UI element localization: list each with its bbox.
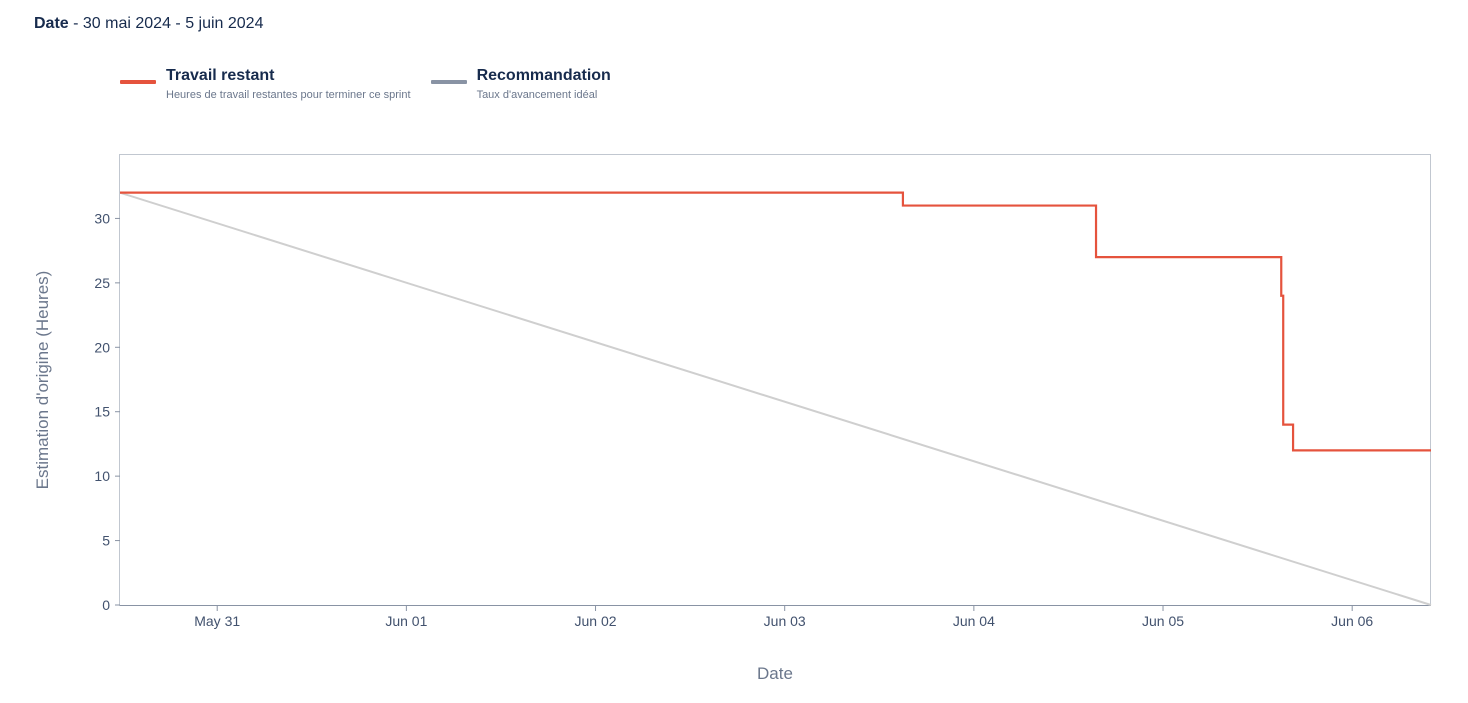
x-tick-label: Jun 04 <box>953 613 995 629</box>
y-axis-title: Estimation d'origine (Heures) <box>33 271 52 490</box>
x-axis-title: Date <box>757 664 793 683</box>
date-range-header: Date - 30 mai 2024 - 5 juin 2024 <box>34 15 263 33</box>
y-tick-label: 0 <box>102 597 110 613</box>
x-tick-label: Jun 03 <box>764 613 806 629</box>
legend-item-guideline[interactable]: Recommandation Taux d'avancement idéal <box>430 66 611 102</box>
legend-desc-remaining-work: Heures de travail restantes pour termine… <box>166 89 411 101</box>
legend-name-remaining-work: Travail restant <box>166 67 275 84</box>
y-tick-label: 20 <box>94 339 110 355</box>
x-tick-label: Jun 01 <box>385 613 427 629</box>
y-tick-label: 25 <box>94 275 110 291</box>
y-tick-label: 30 <box>94 210 110 226</box>
date-range-label: Date <box>34 15 69 32</box>
x-tick-label: May 31 <box>194 613 240 629</box>
chart-legend: Travail restant Heures de travail restan… <box>120 66 611 102</box>
legend-desc-guideline: Taux d'avancement idéal <box>476 89 598 101</box>
legend-swatch-guideline <box>430 80 467 84</box>
x-tick-label: Jun 06 <box>1331 613 1373 629</box>
y-tick-label: 15 <box>94 404 110 420</box>
x-tick-label: Jun 05 <box>1142 613 1184 629</box>
date-range-value: - 30 mai 2024 - 5 juin 2024 <box>68 15 264 32</box>
legend-name-guideline: Recommandation <box>476 67 611 84</box>
plot-frame <box>119 154 1431 606</box>
y-tick-label: 10 <box>94 468 110 484</box>
remaining-work-line <box>120 191 1431 452</box>
legend-swatch-remaining-work <box>120 80 156 84</box>
x-tick-label: Jun 02 <box>575 613 617 629</box>
legend-item-remaining-work[interactable]: Travail restant Heures de travail restan… <box>120 66 411 102</box>
y-tick-label: 5 <box>102 533 110 549</box>
guideline-line <box>119 191 1432 606</box>
